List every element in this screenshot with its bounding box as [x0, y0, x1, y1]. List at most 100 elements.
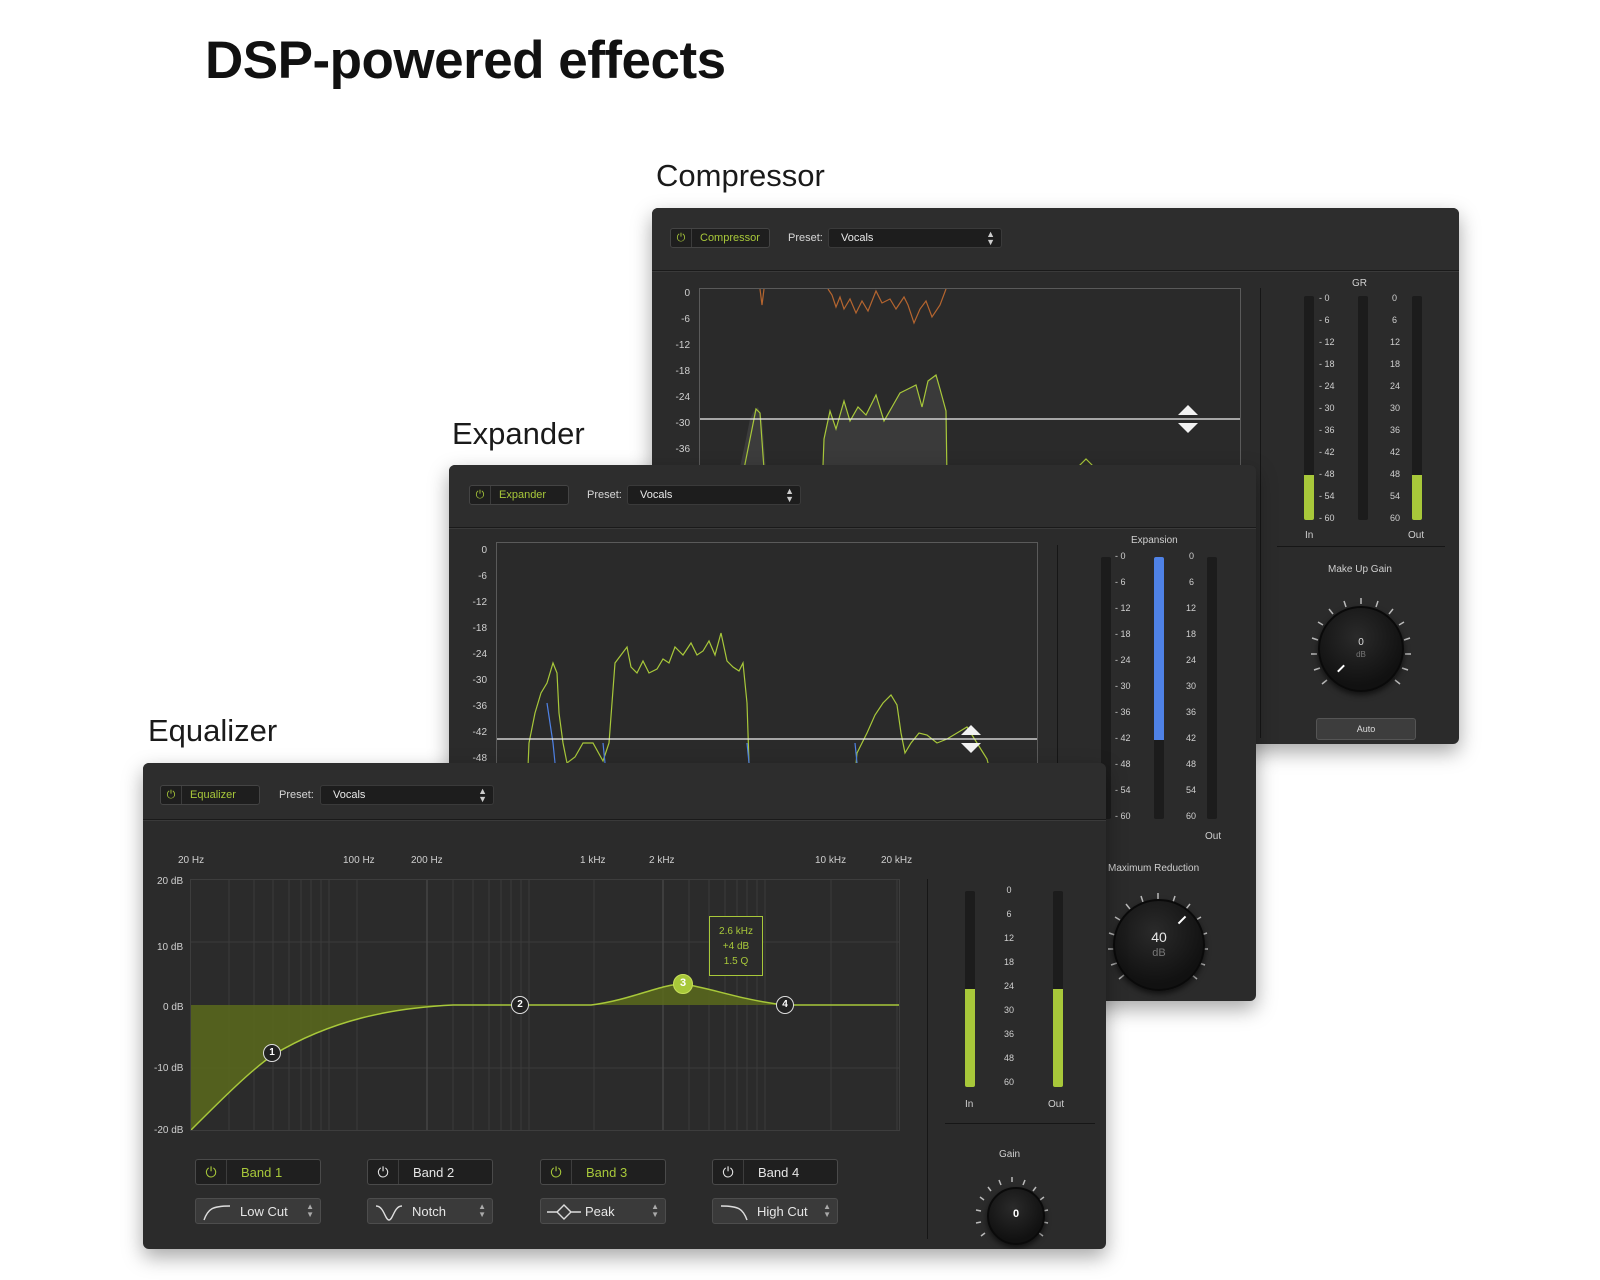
- scale-tick: - 12: [1115, 603, 1131, 613]
- scale-tick: 30: [1186, 681, 1197, 691]
- updown-chevron-icon: ▲ ▼: [823, 1202, 831, 1219]
- compressor-in-meter: [1304, 296, 1314, 520]
- y-tick: -36: [675, 444, 690, 455]
- scale-tick: - 6: [1115, 577, 1126, 587]
- scale-tick: 18: [1390, 359, 1401, 369]
- auto-button[interactable]: Auto: [1316, 718, 1416, 740]
- freq-label: 20 kHz: [881, 855, 913, 866]
- scale-tick: 36: [1186, 707, 1197, 717]
- makeup-knob-ticks: [1311, 598, 1411, 685]
- preset-select[interactable]: Vocals ▲ ▼: [320, 785, 494, 805]
- knob-value: 0: [1358, 637, 1364, 648]
- band-node-4[interactable]: 4: [776, 996, 794, 1014]
- preset-value: Vocals: [841, 232, 874, 244]
- y-tick: 0: [684, 288, 690, 299]
- scale-tick: 48: [1390, 469, 1401, 479]
- scale-tick: 12: [1390, 337, 1401, 347]
- equalizer-divider: [927, 879, 928, 1239]
- compressor-out-meter: [1412, 296, 1422, 520]
- band-3-toggle[interactable]: ⏻ Band 3: [540, 1159, 666, 1185]
- db-label: -10 dB: [154, 1063, 184, 1074]
- scale-tick: - 60: [1319, 513, 1335, 523]
- scale-tick: 36: [1390, 425, 1401, 435]
- band-3-type-select[interactable]: Peak ▲ ▼: [540, 1198, 666, 1224]
- y-tick: -24: [675, 392, 690, 403]
- eq-graph[interactable]: 2.6 kHz +4 dB 1.5 Q 1 2 3 4: [190, 879, 900, 1131]
- scale-tick: 36: [1003, 1029, 1014, 1039]
- threshold-handle-icon[interactable]: [961, 725, 981, 753]
- band-2-type-select[interactable]: Notch ▲ ▼: [367, 1198, 493, 1224]
- tooltip-q: 1.5 Q: [723, 956, 749, 967]
- band-node-1[interactable]: 1: [263, 1044, 281, 1062]
- db-label: 10 dB: [157, 942, 184, 953]
- band-4-type-select[interactable]: High Cut ▲ ▼: [712, 1198, 838, 1224]
- scale-tick: 42: [1390, 447, 1401, 457]
- eq-curve: [190, 880, 899, 1131]
- expander-title: Expander: [452, 416, 585, 451]
- compressor-toolbar: ⏻ Compressor Preset: Vocals ▲ ▼: [652, 208, 1459, 272]
- y-tick: 0: [481, 545, 487, 556]
- expansion-level-fill: [1154, 557, 1164, 741]
- tooltip-frequency: 2.6 kHz: [719, 926, 753, 937]
- scale-tick: 6: [1006, 909, 1012, 919]
- preset-label: Preset:: [279, 789, 314, 801]
- band-4-toggle[interactable]: ⏻ Band 4: [712, 1159, 838, 1185]
- preset-select[interactable]: Vocals ▲ ▼: [627, 485, 801, 505]
- in-level-fill: [965, 989, 975, 1087]
- scale-tick: 30: [1003, 1005, 1014, 1015]
- power-icon: ⏻: [470, 486, 491, 504]
- band-1-toggle[interactable]: ⏻ Band 1: [195, 1159, 321, 1185]
- power-icon: ⏻: [196, 1160, 227, 1184]
- band-tooltip: 2.6 kHz +4 dB 1.5 Q: [709, 916, 763, 976]
- band-node-2[interactable]: 2: [511, 996, 529, 1014]
- band-type-label: Peak: [585, 1204, 615, 1219]
- y-tick: -12: [675, 340, 690, 351]
- band-2-toggle[interactable]: ⏻ Band 2: [367, 1159, 493, 1185]
- gain-knob[interactable]: 0: [987, 1187, 1045, 1245]
- compressor-toggle[interactable]: ⏻ Compressor: [670, 228, 770, 248]
- scale-tick: - 18: [1115, 629, 1131, 639]
- expander-toggle-label: Expander: [499, 489, 547, 501]
- updown-chevron-icon: ▲ ▼: [785, 486, 794, 504]
- scale-tick: - 42: [1319, 447, 1335, 457]
- threshold-handle-icon[interactable]: [1178, 405, 1198, 433]
- band-1-type-select[interactable]: Low Cut ▲ ▼: [195, 1198, 321, 1224]
- makeup-gain-knob[interactable]: 0 dB: [1318, 606, 1404, 692]
- knob-indicator: [1177, 915, 1187, 925]
- power-icon: ⏻: [161, 786, 182, 804]
- scale-tick: - 54: [1319, 491, 1335, 501]
- band-type-label: High Cut: [757, 1204, 808, 1219]
- equalizer-toggle[interactable]: ⏻ Equalizer: [160, 785, 260, 805]
- compressor-divider: [1260, 288, 1261, 738]
- page-heading: DSP-powered effects: [205, 31, 726, 90]
- y-tick: -30: [675, 418, 690, 429]
- y-tick: -12: [472, 597, 487, 608]
- db-label: -20 dB: [154, 1125, 184, 1136]
- y-tick: -42: [472, 727, 487, 738]
- equalizer-panel: ⏻ Equalizer Preset: Vocals ▲ ▼ 20 Hz 100 …: [143, 763, 1106, 1249]
- tooltip-gain: +4 dB: [722, 941, 750, 952]
- band-label: Band 1: [241, 1164, 283, 1180]
- notch-icon: [375, 1205, 403, 1221]
- freq-label: 1 kHz: [580, 855, 606, 866]
- freq-label: 100 Hz: [343, 855, 375, 866]
- preset-select[interactable]: Vocals ▲ ▼: [828, 228, 1002, 248]
- scale-tick: - 12: [1319, 337, 1335, 347]
- expander-out-meter: [1207, 557, 1217, 819]
- scale-tick: 12: [1003, 933, 1014, 943]
- maximum-reduction-knob[interactable]: 40 dB: [1113, 899, 1205, 991]
- compressor-title: Compressor: [656, 158, 825, 193]
- expander-toggle[interactable]: ⏻ Expander: [469, 485, 569, 505]
- band-type-label: Low Cut: [240, 1204, 288, 1219]
- y-tick: -30: [472, 675, 487, 686]
- low-cut-icon: [203, 1205, 231, 1221]
- band-type-label: Notch: [412, 1204, 446, 1219]
- scale-tick: 48: [1003, 1053, 1014, 1063]
- band-node-3[interactable]: 3: [673, 974, 693, 994]
- scale-tick: - 0: [1115, 551, 1126, 561]
- scale-tick: 60: [1390, 513, 1401, 523]
- in-label: In: [1305, 530, 1314, 541]
- scale-tick: 54: [1390, 491, 1401, 501]
- scale-tick: - 36: [1319, 425, 1335, 435]
- freq-label: 20 Hz: [178, 855, 205, 866]
